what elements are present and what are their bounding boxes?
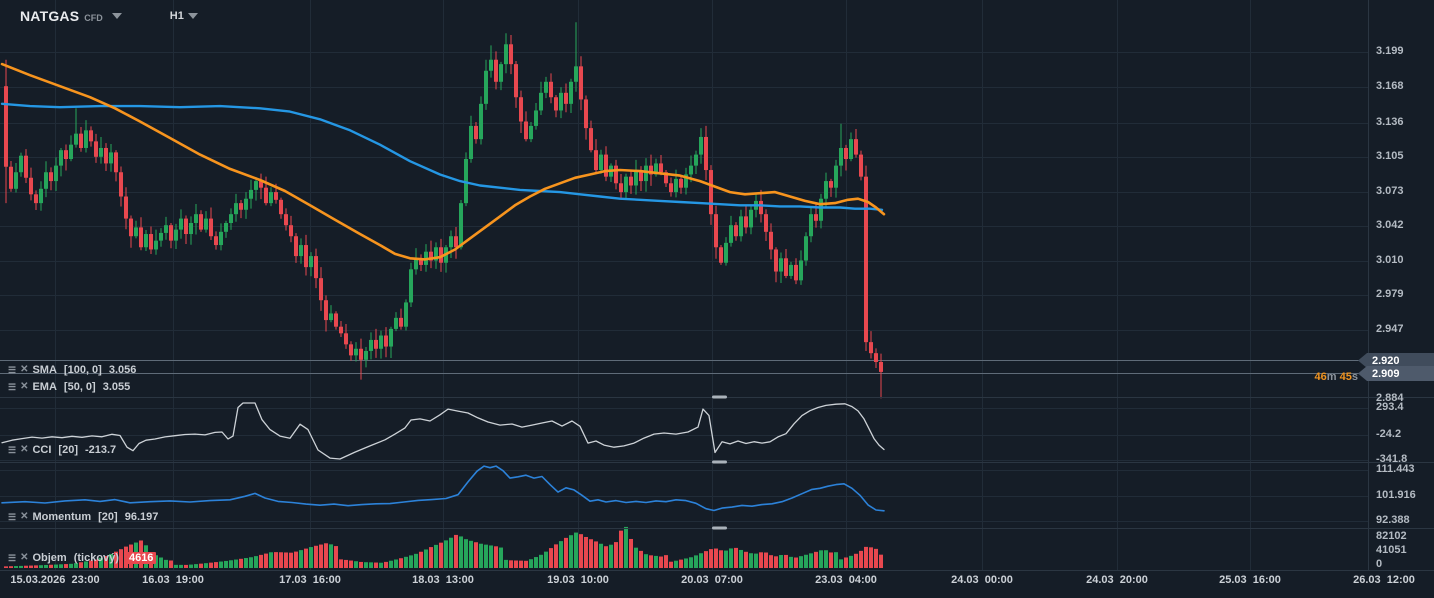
price-axis-label: 3.199 bbox=[1376, 45, 1404, 57]
time-axis-label: 23.03 04:00 bbox=[815, 574, 877, 586]
time-axis-label: 24.03 20:00 bbox=[1086, 574, 1148, 586]
price-axis-label: 3.042 bbox=[1376, 219, 1404, 231]
price-axis-label: 3.010 bbox=[1376, 254, 1404, 266]
settings-icon[interactable]: ☰ bbox=[8, 444, 17, 455]
close-icon[interactable]: ✕ bbox=[20, 552, 29, 563]
close-icon[interactable]: ✕ bbox=[20, 381, 29, 392]
indicator-row-sma[interactable]: ☰ ✕ SMA [100, 0] 3.056 bbox=[8, 364, 136, 376]
indicator-row-volume[interactable]: ☰ ✕ Objem (tickový) 4616 bbox=[8, 552, 157, 564]
settings-icon[interactable]: ☰ bbox=[8, 381, 17, 392]
price-axis-label: 3.136 bbox=[1376, 116, 1404, 128]
indicator-row-cci[interactable]: ☰ ✕ CCI [20] -213.7 bbox=[8, 444, 116, 456]
price-axis-label: 2.884 bbox=[1376, 392, 1404, 404]
time-axis-label: 24.03 00:00 bbox=[951, 574, 1013, 586]
time-axis-label: 20.03 07:00 bbox=[681, 574, 743, 586]
settings-icon[interactable]: ☰ bbox=[8, 511, 17, 522]
countdown-minutes-unit: m bbox=[1326, 371, 1340, 383]
indicator-name: CCI bbox=[32, 444, 52, 456]
price-axis-label: 3.073 bbox=[1376, 185, 1404, 197]
indicator-params: [50, 0] bbox=[63, 381, 96, 393]
time-axis-label: 16.03 19:00 bbox=[142, 574, 204, 586]
price-tag: 2.920 bbox=[1358, 353, 1434, 368]
indicator-params: (tickový) bbox=[73, 552, 119, 564]
indicator-params: [20] bbox=[58, 444, 78, 456]
indicator-name: Momentum bbox=[32, 511, 92, 523]
bar-countdown: 46m 45s bbox=[1315, 371, 1358, 383]
price-axis-label: -24.2 bbox=[1376, 428, 1402, 440]
price-axis-label: 2.947 bbox=[1376, 323, 1404, 335]
time-axis-label: 19.03 10:00 bbox=[547, 574, 609, 586]
timeframe-selector[interactable]: H1 bbox=[170, 10, 198, 22]
time-axis-label: 18.03 13:00 bbox=[412, 574, 474, 586]
symbol-selector[interactable]: NATGAS CFD bbox=[20, 8, 122, 24]
time-axis-label: 25.03 16:00 bbox=[1219, 574, 1281, 586]
price-tag-current: 2.909 bbox=[1358, 366, 1434, 381]
price-axis-label: 101.916 bbox=[1376, 489, 1416, 501]
close-icon[interactable]: ✕ bbox=[20, 511, 29, 522]
market-type-label: CFD bbox=[84, 13, 103, 23]
symbol-name: NATGAS bbox=[20, 8, 80, 24]
price-axis-label: 3.168 bbox=[1376, 80, 1404, 92]
countdown-seconds: 45 bbox=[1339, 371, 1352, 383]
time-axis-label: 26.03 12:00 bbox=[1353, 574, 1415, 586]
price-axis-label: 2.979 bbox=[1376, 288, 1404, 300]
indicator-params: [100, 0] bbox=[63, 364, 102, 376]
price-axis-label: 41051 bbox=[1376, 544, 1407, 556]
settings-icon[interactable]: ☰ bbox=[8, 364, 17, 375]
price-axis-label: 92.388 bbox=[1376, 514, 1410, 526]
indicator-value: -213.7 bbox=[84, 444, 117, 456]
settings-icon[interactable]: ☰ bbox=[8, 552, 17, 563]
price-axis-label: 82102 bbox=[1376, 530, 1407, 542]
indicator-params: [20] bbox=[98, 511, 118, 523]
countdown-seconds-unit: s bbox=[1351, 371, 1358, 383]
timeframe-label: H1 bbox=[169, 10, 184, 22]
chart-header: NATGAS CFD H1 bbox=[20, 8, 198, 24]
price-axis-label: 3.105 bbox=[1376, 150, 1404, 162]
close-icon[interactable]: ✕ bbox=[20, 364, 29, 375]
time-axis-label: 17.03 16:00 bbox=[279, 574, 341, 586]
price-axis-label: 111.443 bbox=[1376, 463, 1415, 475]
indicator-value: 96.197 bbox=[124, 511, 159, 523]
chevron-down-icon bbox=[187, 13, 198, 19]
chevron-down-icon bbox=[111, 13, 122, 19]
indicator-value: 3.055 bbox=[102, 381, 131, 393]
indicator-row-ema[interactable]: ☰ ✕ EMA [50, 0] 3.055 bbox=[8, 381, 130, 393]
close-icon[interactable]: ✕ bbox=[20, 444, 29, 455]
volume-value-badge: 4616 bbox=[125, 552, 157, 564]
indicator-value: 3.056 bbox=[108, 364, 137, 376]
price-axis-label: 293.4 bbox=[1376, 401, 1404, 413]
indicator-name: EMA bbox=[32, 381, 57, 393]
indicator-name: SMA bbox=[32, 364, 57, 376]
time-axis-label: 15.03.2026 23:00 bbox=[10, 574, 100, 586]
price-axis-label: 0 bbox=[1376, 558, 1383, 570]
indicator-name: Objem bbox=[32, 552, 67, 564]
price-axis-label: -341.8 bbox=[1376, 453, 1408, 465]
countdown-minutes: 46 bbox=[1314, 371, 1327, 383]
indicator-row-momentum[interactable]: ☰ ✕ Momentum [20] 96.197 bbox=[8, 511, 158, 523]
